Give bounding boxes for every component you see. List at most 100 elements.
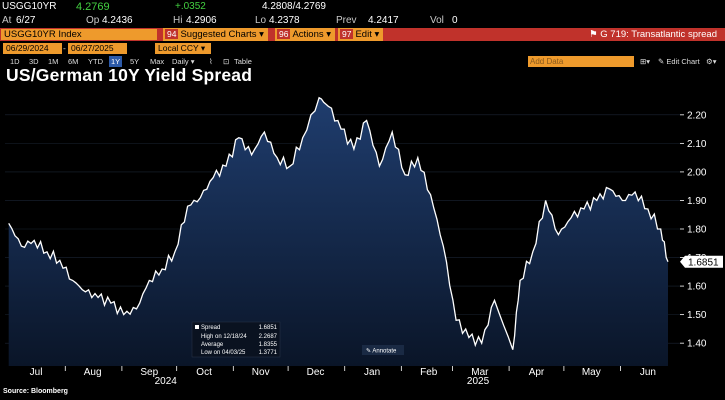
chart-title: US/German 10Y Yield Spread — [6, 65, 253, 85]
x-tick-label: Dec — [307, 367, 325, 378]
last-value-marker: 1.6851 — [680, 255, 723, 268]
quote-row-secondary: At 6/27 Op 4.2436 Hi 4.2906 Lo 4.2378 Pr… — [0, 14, 725, 28]
vol-label: Vol — [430, 15, 444, 26]
x-tick-label: Feb — [420, 367, 438, 378]
last-price: 4.2769 — [76, 1, 110, 13]
last-value-text: 1.6851 — [688, 257, 719, 268]
ticker-symbol: USGG10YR — [2, 1, 57, 12]
currency-select[interactable]: Local CCY ▾ — [155, 43, 211, 54]
date-separator: - — [63, 43, 66, 53]
high-value: 4.2906 — [186, 15, 217, 26]
y-tick-label: 2.20 — [687, 110, 707, 121]
high-label: Hi — [173, 15, 183, 26]
currency-value: Local CCY — [158, 43, 199, 53]
y-tick-label: 2.10 — [687, 139, 707, 150]
suggested-charts-label: Suggested Charts — [180, 29, 257, 40]
edit-chart-button[interactable]: ✎ Edit Chart — [658, 56, 700, 67]
legend-label: Low on 04/03/25 — [201, 350, 246, 356]
dropdown-arrow-icon: ▾ — [256, 29, 264, 40]
spread-area — [8, 97, 668, 366]
year-label: 2025 — [467, 376, 490, 387]
start-date-field[interactable]: 06/29/2024 — [3, 43, 62, 54]
y-tick-label: 1.50 — [687, 310, 707, 321]
year-label: 2024 — [155, 376, 178, 387]
suggested-charts-number: 94 — [165, 29, 179, 39]
suggested-charts-button[interactable]: 94 Suggested Charts ▾ — [163, 28, 268, 41]
range-3d[interactable]: 3D — [29, 57, 39, 66]
pencil-icon: ✎ — [658, 57, 667, 66]
actions-label: Actions — [292, 29, 324, 40]
y-tick-label: 1.60 — [687, 282, 707, 293]
legend-label: Spread — [201, 325, 220, 331]
legend-value: 1.6851 — [259, 325, 278, 331]
x-tick-label: Jul — [30, 367, 43, 378]
y-tick-label: 1.90 — [687, 196, 707, 207]
security-input[interactable]: USGG10YR Index — [1, 29, 157, 40]
chart-type-icon[interactable]: ⊞▾ — [640, 57, 651, 66]
open-value: 4.2436 — [102, 15, 133, 26]
range-1m[interactable]: 1M — [48, 57, 59, 66]
low-value: 4.2378 — [269, 15, 300, 26]
range-ytd[interactable]: YTD — [88, 57, 103, 66]
chart-name-label: G 719: Transatlantic spread — [600, 29, 717, 40]
prev-value: 4.2417 — [368, 15, 399, 26]
x-tick-label: May — [582, 367, 601, 378]
legend-value: 2.2687 — [259, 334, 278, 340]
y-tick-label: 2.00 — [687, 167, 707, 178]
range-max[interactable]: Max — [150, 57, 165, 66]
lock-icon[interactable]: ⊡ — [223, 57, 230, 66]
range-1y[interactable]: 1Y — [109, 56, 123, 67]
x-tick-label: Aug — [84, 367, 102, 378]
range-5y[interactable]: 5Y — [130, 57, 140, 66]
actions-number: 96 — [277, 29, 291, 39]
edit-chart-label: Edit Chart — [666, 57, 700, 66]
chart-name[interactable]: ⚑ G 719: Transatlantic spread — [589, 28, 717, 41]
bid-ask: 4.2808/4.2769 — [262, 1, 326, 12]
line-style-icon[interactable]: ⌇ — [209, 57, 213, 66]
dropdown-arrow-icon: ▾ — [198, 43, 206, 53]
x-tick-label: Apr — [529, 367, 545, 378]
x-tick-label: Sep — [140, 367, 158, 378]
x-tick-label: Mar — [471, 367, 489, 378]
price-change: +.0352 — [175, 1, 206, 12]
dropdown-arrow-icon: ▾ — [323, 29, 332, 40]
y-axis: 1.401.501.601.701.801.902.002.102.20 — [680, 110, 707, 350]
annotate-button[interactable]: ✎ Annotate — [362, 345, 404, 355]
command-bar: USGG10YR Index 94 Suggested Charts ▾ 96 Ac… — [0, 28, 725, 41]
add-data-input[interactable]: Add Data — [528, 56, 634, 67]
legend-label: High on 12/18/24 — [201, 334, 247, 340]
range-toolbar: 1D 3D 1M 6M YTD 1Y 5Y Max Daily ▾ ⌇ ⊡ Ta… — [0, 56, 725, 67]
frequency-value: Daily — [172, 57, 189, 66]
table-button[interactable]: Table — [234, 57, 252, 66]
spread-line — [8, 96, 669, 350]
dropdown-arrow-icon: ▾ — [371, 29, 380, 40]
range-1d[interactable]: 1D — [10, 57, 20, 66]
chart-legend: Spread 1.6851 High on 12/18/24 2.2687 Averag… — [191, 321, 281, 358]
vol-value: 0 — [452, 15, 458, 26]
edit-label: Edit — [355, 29, 372, 40]
bookmark-icon: ⚑ — [589, 29, 601, 40]
x-tick-label: Jan — [364, 367, 380, 378]
legend-value: 1.3771 — [259, 350, 278, 356]
x-axis: Jul Aug Sep Oct Nov Dec Jan Feb Mar Apr May Jun 2024… — [30, 366, 656, 387]
legend-value: 1.8355 — [259, 342, 278, 348]
open-label: Op — [86, 15, 100, 26]
range-6m[interactable]: 6M — [68, 57, 79, 66]
y-tick-label: 1.80 — [687, 225, 707, 236]
legend-swatch — [195, 325, 199, 329]
dropdown-arrow-icon: ▾ — [188, 57, 195, 66]
edit-button[interactable]: 97 Edit ▾ — [338, 28, 384, 41]
frequency-select[interactable]: Daily ▾ — [170, 56, 197, 67]
settings-gear-icon[interactable]: ⚙▾ — [706, 57, 717, 66]
legend-box — [191, 321, 281, 358]
quote-row-primary: USGG10YR 4.2769 +.0352 4.2808/4.2769 — [0, 0, 725, 14]
prev-label: Prev — [336, 15, 357, 26]
last-value-box — [680, 255, 723, 268]
annotate-label[interactable]: ✎ Annotate — [366, 348, 397, 355]
quote-date: 6/27 — [16, 15, 36, 26]
annotate-box[interactable] — [362, 345, 404, 355]
x-tick-label: Nov — [252, 367, 270, 378]
end-date-field[interactable]: 06/27/2025 — [68, 43, 127, 54]
actions-button[interactable]: 96 Actions ▾ — [275, 28, 336, 41]
